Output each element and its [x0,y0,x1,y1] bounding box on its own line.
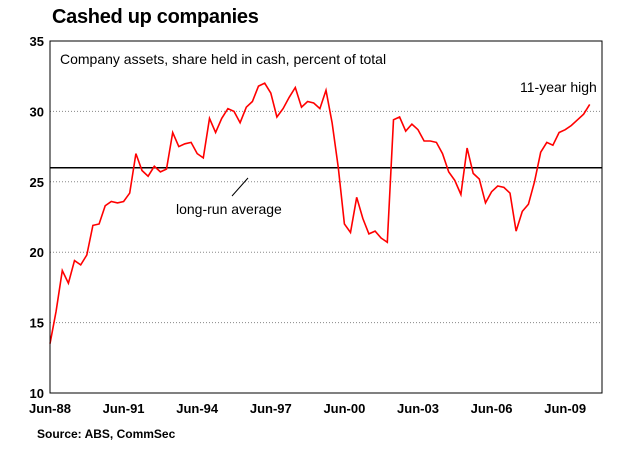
y-tick-label: 15 [30,316,44,331]
y-tick-label: 25 [30,175,44,190]
x-tick-label: Jun-91 [103,401,145,416]
y-axis-ticks: 10 15 20 25 30 35 [30,34,44,401]
chart-subtitle: Company assets, share held in cash, perc… [60,51,386,67]
annotation-11-year-high: 11-year high [520,79,597,95]
series-line [49,82,591,344]
x-tick-label: Jun-97 [250,401,292,416]
x-tick-label: Jun-94 [176,401,219,416]
y-tick-label: 30 [30,104,44,119]
annotation-long-run-average: long-run average [176,201,282,217]
x-tick-label: Jun-88 [29,401,71,416]
x-tick-label: Jun-03 [397,401,439,416]
x-tick-label: Jun-09 [544,401,586,416]
y-tick-label: 10 [30,386,44,401]
plot-frame [49,40,603,394]
x-tick-label: Jun-00 [323,401,365,416]
gridlines [50,110,602,324]
annotation-pointer [231,177,249,197]
y-tick-label: 20 [30,245,44,260]
chart-title: Cashed up companies [52,6,259,28]
x-tick-label: Jun-06 [471,401,513,416]
x-axis-ticks: Jun-88 Jun-91 Jun-94 Jun-97 Jun-00 Jun-03 Jun-… [29,401,586,416]
y-tick-label: 35 [30,34,44,49]
subtitle-bg [58,48,450,70]
source-note: Source: ABS, CommSec [37,427,176,441]
